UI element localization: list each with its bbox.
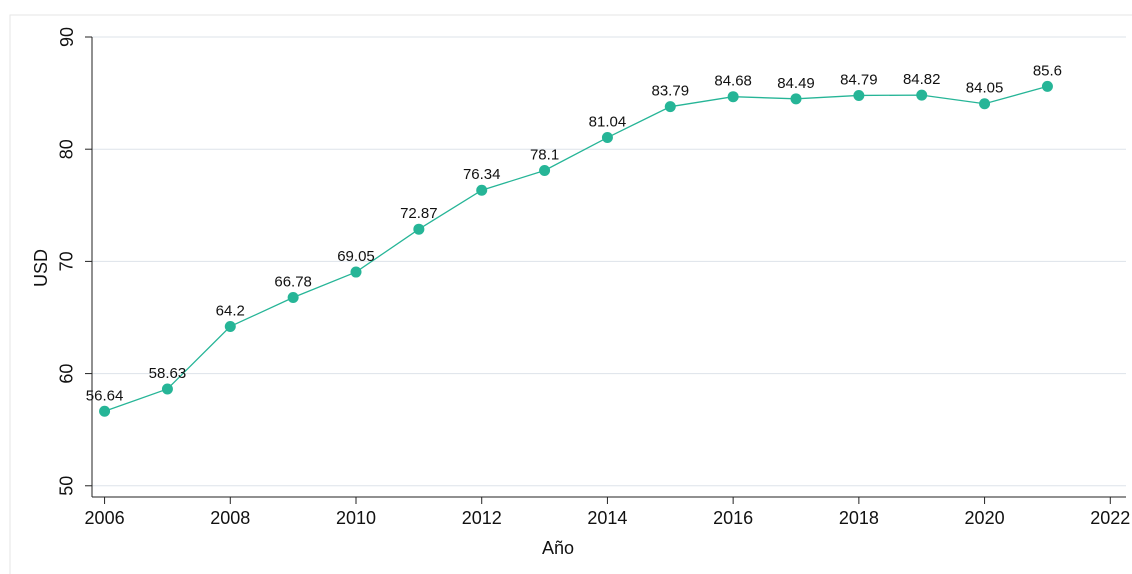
y-axis-label: USD: [31, 249, 51, 287]
data-point: [727, 91, 739, 103]
chart-frame: [9, 14, 1132, 574]
data-label: 84.49: [777, 75, 815, 92]
data-point: [161, 383, 173, 395]
x-tick-label: 2012: [462, 508, 502, 528]
data-point: [99, 405, 111, 417]
y-tick-label: 90: [57, 27, 77, 47]
data-label: 72.87: [400, 205, 438, 222]
data-label: 66.78: [274, 273, 312, 290]
data-label: 78.1: [530, 146, 559, 163]
data-label: 56.64: [86, 387, 124, 404]
data-label: 58.63: [149, 365, 187, 382]
y-tick-label: 50: [57, 476, 77, 496]
y-tick-label: 70: [57, 251, 77, 271]
data-label: 64.2: [216, 302, 245, 319]
data-point: [664, 101, 676, 113]
data-label: 84.79: [840, 71, 878, 88]
x-tick-label: 2008: [210, 508, 250, 528]
data-point: [539, 165, 551, 177]
data-point: [476, 184, 488, 196]
data-point: [1041, 80, 1053, 92]
data-point: [979, 98, 991, 110]
data-label: 84.82: [903, 71, 941, 88]
data-label: 76.34: [463, 166, 501, 183]
x-tick-label: 2006: [85, 508, 125, 528]
data-label: 85.6: [1033, 62, 1062, 79]
x-tick-label: 2014: [587, 508, 627, 528]
x-tick-label: 2016: [713, 508, 753, 528]
data-point: [413, 223, 425, 235]
data-label: 84.05: [966, 80, 1004, 97]
data-point: [790, 93, 802, 105]
x-tick-label: 2022: [1090, 508, 1130, 528]
data-line: [104, 85, 1048, 412]
y-tick-label: 60: [57, 364, 77, 384]
data-point: [916, 89, 928, 101]
x-tick-label: 2010: [336, 508, 376, 528]
y-tick-label: 80: [57, 139, 77, 159]
data-label: 83.79: [652, 83, 690, 100]
data-label: 69.05: [337, 248, 375, 265]
data-label: 81.04: [589, 113, 627, 130]
data-point: [853, 89, 865, 101]
data-point: [224, 320, 236, 332]
x-tick-label: 2018: [839, 508, 879, 528]
x-axis-label: Año: [542, 538, 574, 558]
data-label: 84.68: [714, 73, 752, 90]
data-point: [350, 266, 362, 278]
data-point: [287, 292, 299, 304]
x-tick-label: 2020: [965, 508, 1005, 528]
data-point: [601, 132, 613, 144]
